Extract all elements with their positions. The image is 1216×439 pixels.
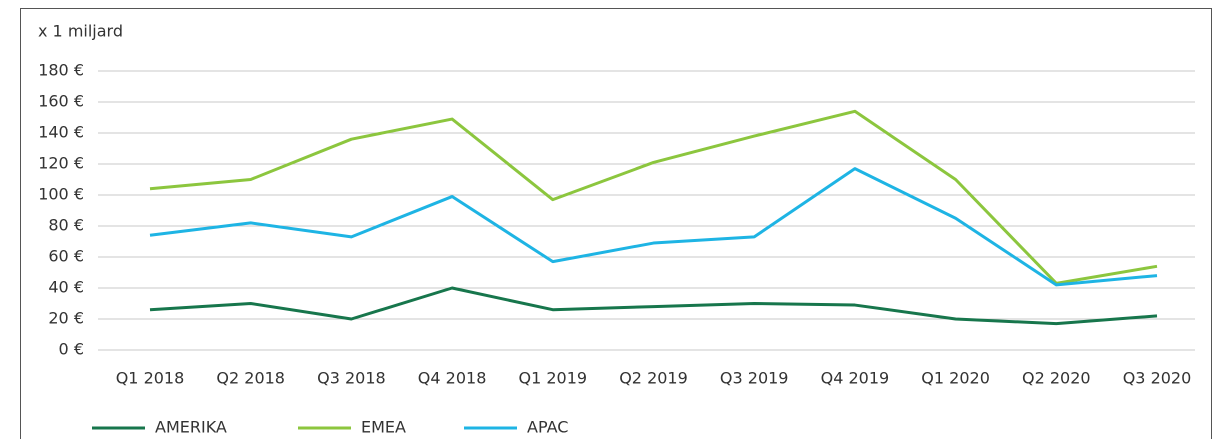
y-tick-label: 120 € [38,154,84,173]
y-tick-label: 160 € [38,92,84,111]
x-tick-label: Q1 2019 [519,369,588,388]
frame [20,8,1212,439]
x-tick-label: Q4 2018 [418,369,487,388]
legend-label: APAC [527,418,568,437]
y-tick-label: 0 € [59,340,84,359]
series-line [149,109,1158,285]
legend-label: AMERIKA [155,418,227,437]
x-tick-label: Q4 2019 [821,369,890,388]
y-tick-label: 40 € [48,278,84,297]
x-tick-label: Q3 2018 [317,369,386,388]
x-tick-label: Q2 2020 [1022,369,1091,388]
x-tick-label: Q2 2019 [619,369,688,388]
y-tick-label: 80 € [48,216,84,235]
x-tick-label: Q1 2018 [116,369,185,388]
series-line [149,167,1158,287]
legend-label: EMEA [361,418,406,437]
y-tick-label: 20 € [48,309,84,328]
y-tick-label: 140 € [38,123,84,142]
y-tick-label: 180 € [38,61,84,80]
x-tick-label: Q3 2019 [720,369,789,388]
x-tick-label: Q2 2018 [216,369,285,388]
y-tick-label: 100 € [38,185,84,204]
unit-label: x 1 miljard [38,22,123,41]
x-tick-label: Q1 2020 [921,369,990,388]
series-line [149,286,1158,326]
y-tick-label: 60 € [48,247,84,266]
x-tick-label: Q3 2020 [1123,369,1192,388]
